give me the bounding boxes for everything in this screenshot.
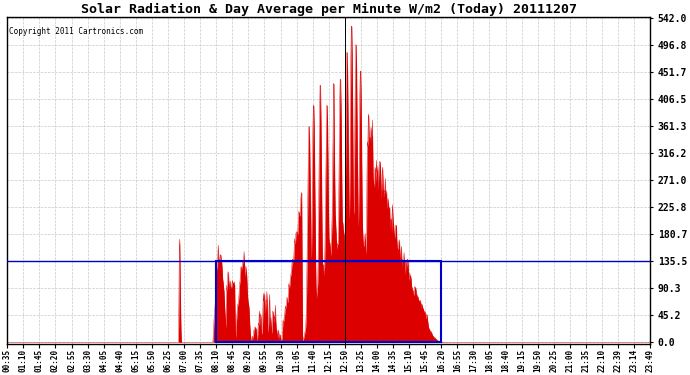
Title: Solar Radiation & Day Average per Minute W/m2 (Today) 20111207: Solar Radiation & Day Average per Minute…: [81, 3, 577, 16]
Bar: [216, 261, 442, 342]
Text: Copyright 2011 Cartronics.com: Copyright 2011 Cartronics.com: [8, 27, 143, 36]
